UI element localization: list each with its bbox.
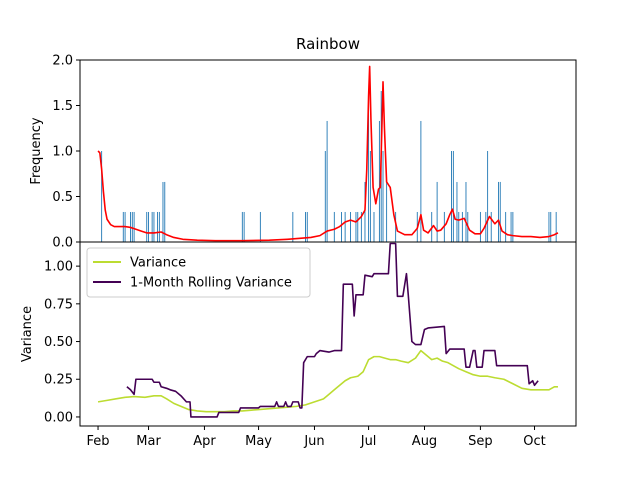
variance-y-tick-label: 0.25 [44,373,73,388]
x-tick-label: Jul [360,434,377,449]
frequency-smoothed-line [97,65,559,242]
x-tick-label: May [245,434,272,449]
frequency-y-tick-label: 1.0 [52,145,73,160]
variance-y-tick-label: 0.00 [44,410,73,425]
frequency-y-tick-label: 1.5 [52,99,73,114]
legend-label-variance: Variance [130,256,186,271]
variance-y-tick-label: 0.75 [44,297,73,312]
frequency-y-tick-label: 0.5 [52,190,73,205]
frequency-y-tick-label: 0.0 [52,236,73,251]
variance-panel-frame [79,241,577,427]
x-tick-label: Mar [136,434,161,449]
variance-line [97,349,558,413]
frequency-panel-frame [79,59,577,243]
x-tick-label: Sep [468,434,493,449]
frequency-y-axis-label: Frequency [29,117,44,184]
shared-x-axis: Feb Mar Apr May Jun Jul Aug Sep Oct [87,426,546,449]
variance-panel: 0.00 0.25 0.50 0.75 1.00 Feb Mar Apr May Jun Jul A… [20,241,577,449]
frequency-event-bars [101,90,557,242]
frequency-y-tick-label: 2.0 [52,54,73,69]
variance-y-axis-label: Variance [20,306,35,362]
x-tick-label: Jun [303,434,324,449]
legend-box [86,247,311,298]
x-tick-label: Feb [87,434,110,449]
variance-y-tick-label: 0.50 [44,335,73,350]
chart-title: Rainbow [296,35,360,53]
rolling-variance-line [126,242,539,418]
frequency-panel: 0.0 0.5 1.0 1.5 2.0 Frequency [29,54,577,251]
x-tick-label: Apr [193,434,216,449]
variance-y-tick-label: 1.00 [44,260,73,275]
variance-y-axis: 0.00 0.25 0.50 0.75 1.00 [44,260,80,425]
frequency-y-axis: 0.0 0.5 1.0 1.5 2.0 [52,54,80,251]
frequency-smoothed-curve [97,65,559,242]
chart-legend: Variance 1-Month Rolling Variance [86,247,311,298]
legend-label-rolling-variance: 1-Month Rolling Variance [130,276,292,291]
x-tick-label: Aug [412,434,437,449]
variance-series-lines [97,242,558,418]
x-tick-label: Oct [523,434,545,449]
